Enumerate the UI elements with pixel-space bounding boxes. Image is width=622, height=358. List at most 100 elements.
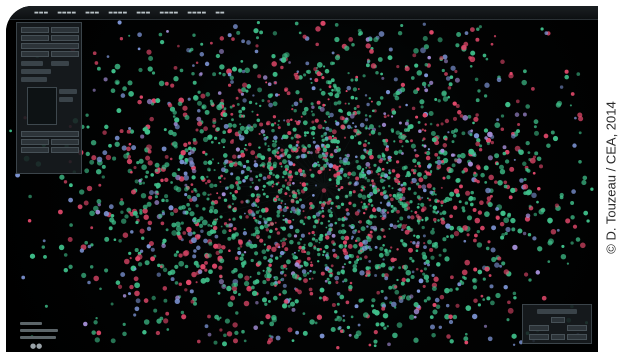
particle <box>385 90 391 95</box>
panel-button-6[interactable] <box>21 51 49 57</box>
visualization-screen[interactable]: ▬▬▬ ▬▬▬▬ ▬▬▬ ▬▬▬▬ ▬▬▬ ▬▬▬▬ ▬▬▬▬ ▬▬ <box>6 6 598 352</box>
particle <box>469 202 474 207</box>
particle <box>519 178 524 183</box>
minimap[interactable] <box>27 87 57 125</box>
particle <box>544 31 549 35</box>
visibility-icon[interactable]: ●● <box>30 342 43 350</box>
particle <box>302 34 307 39</box>
panel-button-1[interactable] <box>21 27 49 33</box>
particle <box>372 206 376 210</box>
particle <box>255 198 260 203</box>
menu-item-6[interactable]: ▬▬▬▬ <box>159 9 179 16</box>
particle <box>108 204 114 210</box>
particle <box>334 36 340 43</box>
panel-button-3[interactable] <box>21 35 49 41</box>
particle <box>487 131 493 138</box>
particle <box>376 206 381 212</box>
particle <box>317 163 321 167</box>
particle <box>309 126 313 130</box>
particle <box>431 137 437 143</box>
particle <box>383 235 386 238</box>
menu-item-4[interactable]: ▬▬▬▬ <box>108 9 128 16</box>
panel-button-12[interactable] <box>51 147 79 153</box>
particle <box>368 133 372 136</box>
particle-cloud[interactable] <box>6 6 598 352</box>
particle <box>342 319 346 322</box>
particle <box>197 100 202 106</box>
panel-button-9[interactable] <box>21 139 49 145</box>
panel-button-10[interactable] <box>51 139 79 145</box>
particle <box>429 247 434 253</box>
particle <box>171 222 177 228</box>
particle <box>154 195 158 199</box>
particle <box>120 198 124 201</box>
camera-up-button[interactable] <box>551 317 565 323</box>
particle <box>426 197 429 200</box>
particle <box>110 338 116 344</box>
particle <box>383 141 388 146</box>
particle <box>523 191 528 196</box>
particle <box>357 193 363 198</box>
particle <box>249 177 254 182</box>
particle <box>340 235 345 240</box>
particle <box>303 186 308 192</box>
particle <box>395 130 401 135</box>
menu-item-8[interactable]: ▬▬ <box>215 9 225 16</box>
particle <box>278 93 280 96</box>
particle <box>455 303 460 308</box>
menu-item-1[interactable]: ▬▬▬ <box>34 9 49 16</box>
particle <box>428 110 434 117</box>
particle <box>536 156 542 162</box>
panel-button-2[interactable] <box>51 27 79 33</box>
particle <box>275 174 280 179</box>
particle <box>267 217 272 222</box>
particle <box>185 279 192 286</box>
particle <box>146 49 152 55</box>
panel-button-7[interactable] <box>51 51 79 57</box>
particle <box>280 148 284 152</box>
particle <box>352 111 356 115</box>
particle <box>408 314 415 320</box>
particle <box>136 254 143 260</box>
particle <box>566 262 570 265</box>
camera-rot-right-button[interactable] <box>567 334 587 340</box>
particle <box>219 64 225 70</box>
particle <box>288 144 293 149</box>
particle <box>477 303 481 307</box>
panel-button-5[interactable] <box>21 43 79 49</box>
camera-rot-left-button[interactable] <box>529 334 549 340</box>
particle <box>353 107 357 110</box>
panel-button-11[interactable] <box>21 147 49 153</box>
particle <box>288 61 291 64</box>
particle <box>124 258 130 265</box>
particle <box>342 314 345 318</box>
menu-item-7[interactable]: ▬▬▬▬ <box>187 9 207 16</box>
menu-item-3[interactable]: ▬▬▬ <box>85 9 100 16</box>
particle <box>316 247 321 252</box>
particle <box>432 205 438 210</box>
particle <box>139 208 143 213</box>
particle <box>345 90 348 93</box>
particle <box>238 135 245 141</box>
particle <box>422 35 428 42</box>
panel-button-4[interactable] <box>51 35 79 41</box>
particle <box>368 37 373 42</box>
camera-right-button[interactable] <box>567 325 587 331</box>
particle <box>364 150 367 154</box>
particle <box>437 99 441 103</box>
particle <box>384 251 390 257</box>
particle <box>373 344 377 348</box>
menu-item-2[interactable]: ▬▬▬▬ <box>57 9 77 16</box>
menu-item-5[interactable]: ▬▬▬ <box>136 9 151 16</box>
panel-button-8[interactable] <box>21 131 79 137</box>
camera-down-button[interactable] <box>551 334 565 340</box>
particle <box>255 102 258 105</box>
particle <box>327 135 333 140</box>
particle <box>423 44 430 50</box>
particle <box>314 78 319 83</box>
particle <box>274 93 279 97</box>
particle <box>348 36 354 42</box>
stats-line-1 <box>20 322 42 325</box>
camera-left-button[interactable] <box>529 325 549 331</box>
particle <box>165 198 169 203</box>
